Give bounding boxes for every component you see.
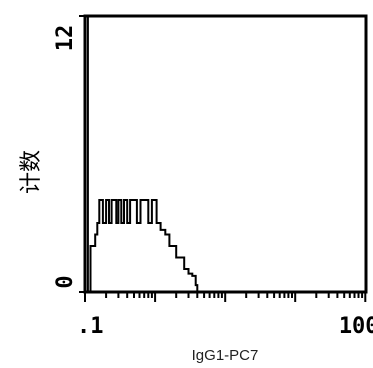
y-axis-label: 计数: [19, 150, 44, 194]
y-axis-ticks: 0 12: [53, 15, 85, 293]
histogram-series-0: [84, 15, 199, 293]
plot-frame: [83, 14, 368, 294]
x-axis-label: IgG1-PC7: [192, 347, 259, 364]
x-tick-label: .1: [77, 314, 104, 339]
y-tick-label: 12: [53, 25, 78, 52]
plot-layer: [84, 15, 199, 293]
y-tick-label: 0: [53, 275, 78, 288]
